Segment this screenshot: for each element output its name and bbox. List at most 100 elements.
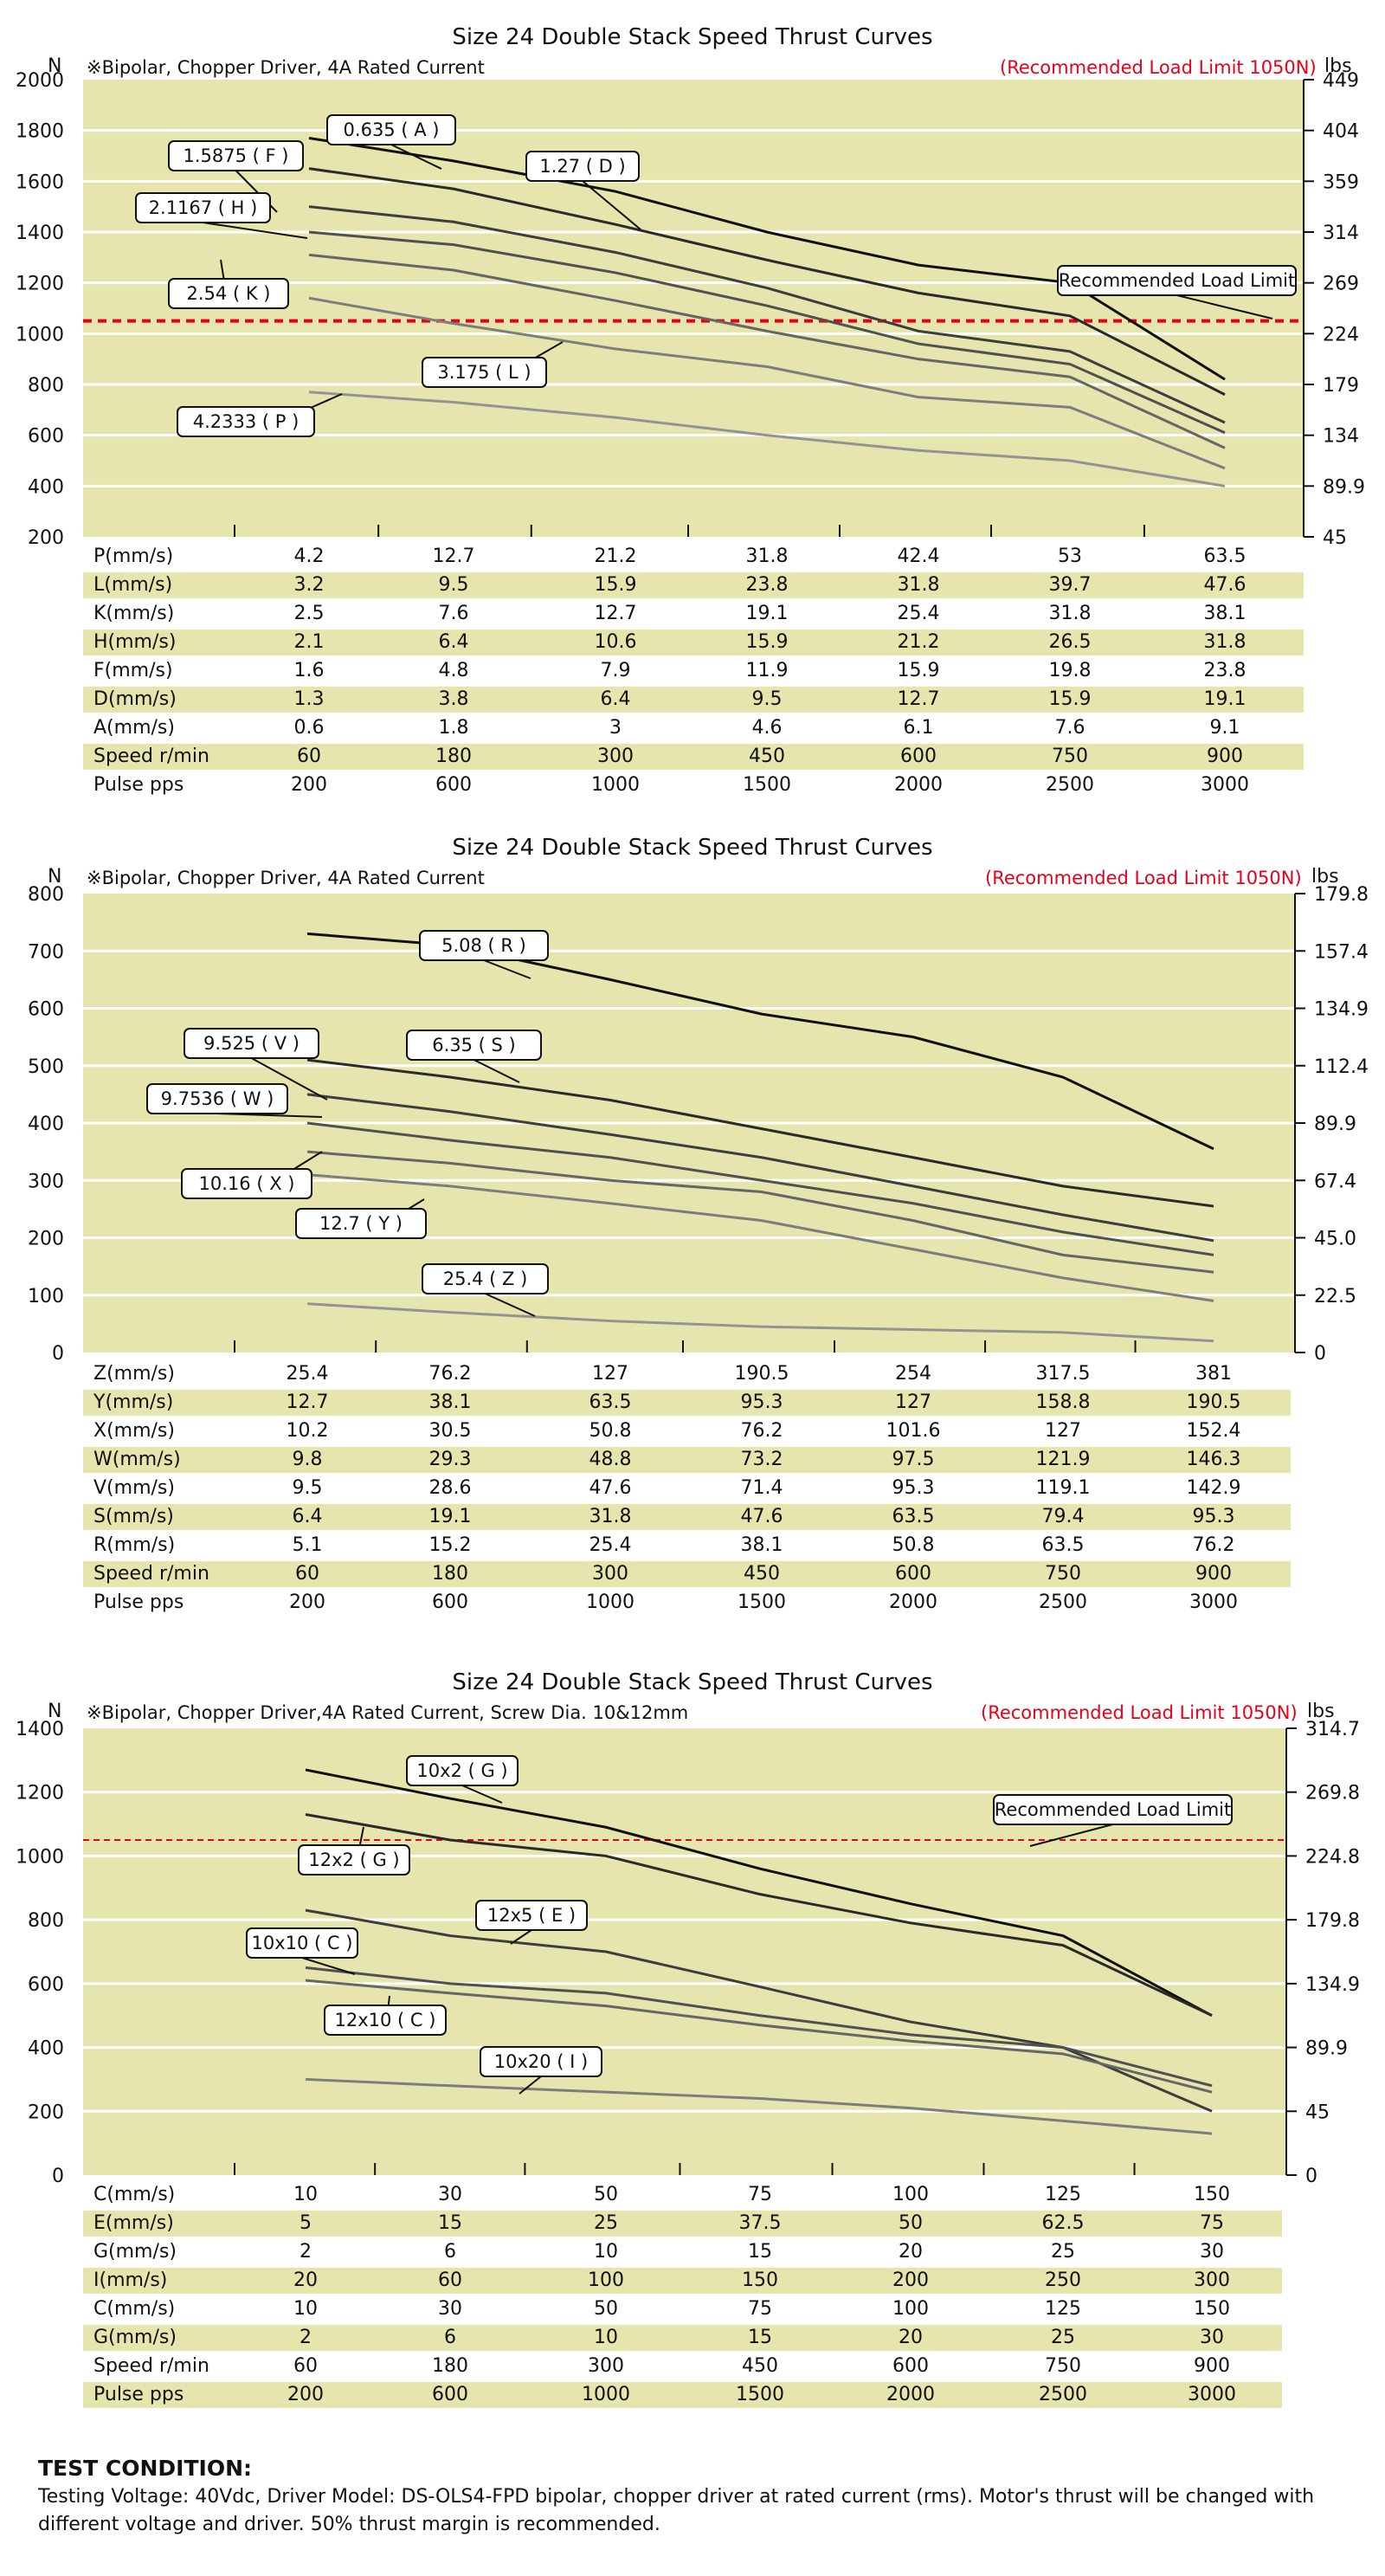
- table-cell: 21.2: [594, 546, 637, 567]
- row-label: Pulse pps: [93, 1591, 184, 1613]
- table-cell: 180: [432, 2355, 468, 2377]
- table-cell: 119.1: [1035, 1477, 1091, 1499]
- row-label: R(mm/s): [93, 1534, 176, 1556]
- table-cell: 200: [291, 774, 327, 796]
- table-cell: 95.3: [892, 1477, 935, 1499]
- table-cell: 900: [1207, 746, 1243, 767]
- series-line-3: [308, 205, 1226, 424]
- table-cell: 30: [1200, 2327, 1224, 2348]
- table-cell: 9.5: [751, 688, 783, 710]
- table-cell: 23.8: [1203, 660, 1246, 681]
- table-cell: 146.3: [1186, 1449, 1241, 1470]
- table-cell: 180: [432, 1563, 468, 1585]
- curve-label-1-text: 0.635 ( A ): [344, 119, 440, 140]
- table-cell: 9.5: [438, 574, 469, 596]
- y-tick-label-left: 1000: [16, 324, 64, 345]
- plot-area: 800 179.8 700 157.4 600 134.9 500 112.4 400 89.9 3…: [28, 884, 1369, 1365]
- table-cell: 25: [1051, 2327, 1075, 2348]
- y-tick-label-right: 0: [1305, 2166, 1317, 2187]
- series-line-4: [308, 230, 1226, 435]
- limit-label: Recommended Load Limit: [1057, 265, 1297, 320]
- y-tick-label-right: 45: [1305, 2101, 1330, 2123]
- table-cell: 2000: [886, 2384, 935, 2405]
- curve-label-2: 9.525 ( V ): [184, 1028, 328, 1101]
- row-label: K(mm/s): [93, 603, 175, 624]
- y-tick-label-right: 359: [1323, 171, 1359, 193]
- table-cell: 100: [892, 2298, 929, 2320]
- y-tick-label-right: 179.8: [1314, 884, 1369, 906]
- table-cell: 47.6: [740, 1506, 783, 1527]
- row-label: V(mm/s): [93, 1477, 175, 1499]
- curve-label-3: 12x5 ( E ): [475, 1900, 588, 1945]
- table-cell: 6.4: [292, 1506, 323, 1527]
- table-cell: 3: [609, 717, 622, 739]
- table-cell: 31.8: [745, 546, 789, 567]
- y-unit-right: lbs: [1311, 866, 1339, 888]
- y-tick-label-right: 269.8: [1305, 1783, 1360, 1804]
- table-cell: 29.3: [428, 1449, 472, 1470]
- table-cell: 101.6: [886, 1420, 941, 1442]
- table-cell: 19.8: [1048, 660, 1092, 681]
- table-cell: 9.5: [292, 1477, 323, 1499]
- table-cell: 9.1: [1209, 717, 1240, 739]
- curve-label-2-text: 1.5875 ( F ): [184, 145, 289, 166]
- table-cell: 600: [892, 2355, 929, 2377]
- table-cell: 95.3: [1192, 1506, 1235, 1527]
- table-cell: 2.5: [293, 603, 325, 624]
- table-cell: 317.5: [1035, 1363, 1091, 1385]
- chart-subtitle: ※Bipolar, Chopper Driver, 4A Rated Curre…: [87, 868, 485, 888]
- y-tick-label-left: 500: [28, 1056, 64, 1078]
- curve-label-3-text: 6.35 ( S ): [432, 1035, 516, 1056]
- table-cell: 1500: [736, 2384, 784, 2405]
- limit-label-text: Recommended Load Limit: [1059, 270, 1295, 291]
- series-line-2: [306, 1058, 1214, 1208]
- table-cell: 900: [1195, 1563, 1232, 1585]
- table-cell: 190.5: [734, 1363, 789, 1385]
- table-row: Pulse pps 200 600 1000 1500 2000 2500 3000: [83, 772, 1304, 798]
- series-line-5: [308, 253, 1226, 449]
- table-cell: 2500: [1046, 774, 1094, 796]
- row-label: Speed r/min: [93, 1563, 209, 1585]
- series-line-6: [306, 1173, 1214, 1302]
- table-cell: 63.5: [1041, 1534, 1085, 1556]
- curve-label-1: 0.635 ( A ): [326, 114, 456, 170]
- table-cell: 7.6: [438, 603, 469, 624]
- table-cell: 60: [438, 2269, 462, 2291]
- row-label: H(mm/s): [93, 631, 177, 653]
- table-cell: 30.5: [428, 1420, 472, 1442]
- table-cell: 127: [895, 1391, 931, 1413]
- table-cell: 200: [892, 2269, 929, 2291]
- curve-label-4: 2.1167 ( H ): [135, 192, 308, 239]
- table-cell: 76.2: [740, 1420, 783, 1442]
- table-cell: 150: [742, 2269, 778, 2291]
- table-cell: 50.8: [589, 1420, 632, 1442]
- y-unit-right: lbs: [1307, 1701, 1335, 1722]
- table-cell: 12.7: [594, 603, 637, 624]
- table-cell: 4.8: [438, 660, 469, 681]
- y-tick-label-left: 800: [28, 375, 64, 397]
- table-cell: 600: [435, 774, 472, 796]
- table-cell: 3000: [1188, 2384, 1236, 2405]
- table-cell: 73.2: [740, 1449, 783, 1470]
- table-cell: 15.9: [745, 631, 789, 653]
- table-row: G(mm/s) 2 6 10 15 20 25 30: [83, 2239, 1282, 2265]
- table-cell: 20: [293, 2269, 318, 2291]
- limit-label: Recommended Load Limit: [993, 1794, 1233, 1847]
- table-cell: 25.4: [286, 1363, 329, 1385]
- y-tick-label-right: 134: [1323, 426, 1359, 448]
- table-cell: 47.6: [1203, 574, 1246, 596]
- table-cell: 6.4: [600, 688, 631, 710]
- table-cell: 5.1: [292, 1534, 323, 1556]
- y-tick-label-right: 179.8: [1305, 1910, 1360, 1932]
- table-cell: 300: [1194, 2269, 1230, 2291]
- table-cell: 2000: [894, 774, 943, 796]
- y-tick-label-right: 89.9: [1305, 2038, 1348, 2060]
- chart-title: Size 24 Double Stack Speed Thrust Curves: [452, 24, 933, 50]
- row-label: L(mm/s): [93, 574, 173, 596]
- series-line-1: [305, 1768, 1213, 2018]
- limit-label-text: Recommended Load Limit: [995, 1799, 1231, 1820]
- table-cell: 1000: [582, 2384, 630, 2405]
- table-cell: 79.4: [1041, 1506, 1085, 1527]
- y-tick-label-right: 67.4: [1314, 1171, 1356, 1192]
- table-cell: 50: [899, 2212, 923, 2234]
